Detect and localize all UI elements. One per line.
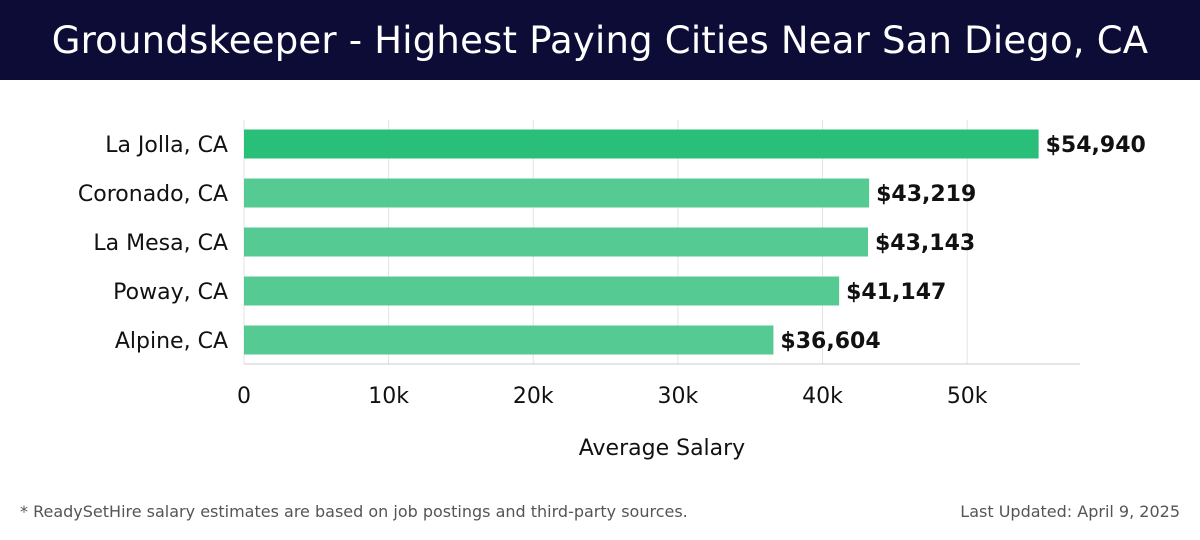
value-label: $43,143 — [875, 231, 975, 256]
value-label: $43,219 — [876, 182, 976, 207]
chart-title: Groundskeeper - Highest Paying Cities Ne… — [51, 18, 1149, 62]
x-tick-label: 10k — [368, 384, 409, 409]
bars — [244, 129, 1039, 355]
value-label: $41,147 — [846, 280, 946, 305]
category-labels: La Jolla, CA Coronado, CA La Mesa, CA Poway… — [78, 133, 228, 354]
bar — [244, 276, 840, 306]
value-labels: $54,940 $43,219 $43,143 $41,147 $36,604 — [780, 133, 1145, 354]
footnote: * ReadySetHire salary estimates are base… — [20, 502, 688, 521]
x-tick-label: 30k — [658, 384, 699, 409]
x-tick-label: 50k — [947, 384, 988, 409]
x-tick-label: 0 — [237, 384, 251, 409]
category-label: Poway, CA — [113, 280, 228, 305]
category-label: La Mesa, CA — [93, 231, 228, 256]
category-label: La Jolla, CA — [105, 133, 228, 158]
last-updated: Last Updated: April 9, 2025 — [960, 502, 1180, 521]
category-label: Coronado, CA — [78, 182, 228, 207]
bar — [244, 129, 1039, 159]
bar — [244, 178, 870, 208]
x-tick-label: 20k — [513, 384, 554, 409]
bar — [244, 325, 774, 355]
chart-header: Groundskeeper - Highest Paying Cities Ne… — [0, 0, 1200, 80]
value-label: $36,604 — [780, 329, 880, 354]
category-label: Alpine, CA — [115, 329, 228, 354]
x-axis-title: Average Salary — [579, 436, 745, 461]
x-tick-label: 40k — [802, 384, 843, 409]
bar-chart: La Jolla, CA Coronado, CA La Mesa, CA Poway… — [78, 120, 1146, 461]
value-label: $54,940 — [1046, 133, 1146, 158]
bar — [244, 227, 869, 257]
x-axis-ticks: 0 10k 20k 30k 40k 50k — [237, 384, 988, 409]
